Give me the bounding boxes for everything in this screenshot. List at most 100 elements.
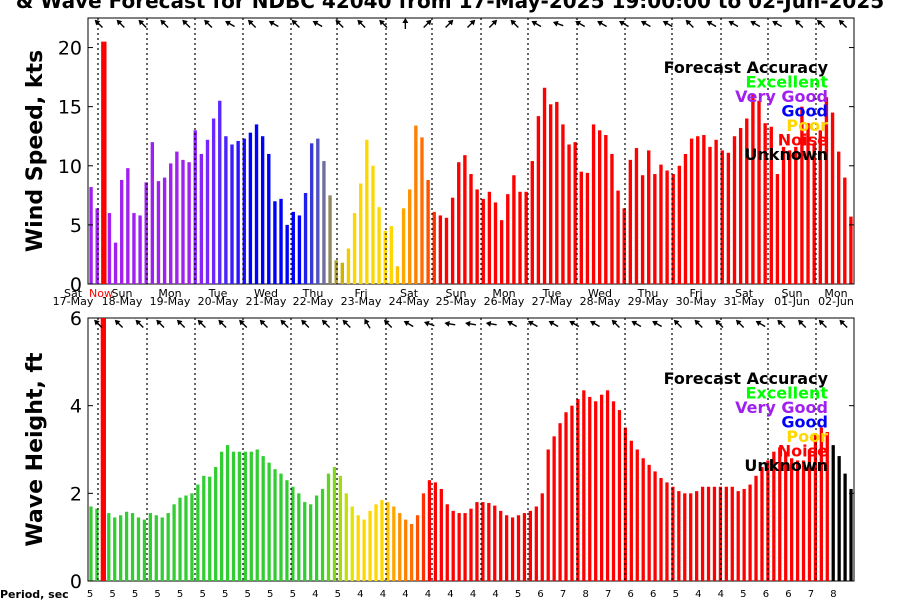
bar: [395, 266, 400, 284]
bar: [745, 118, 749, 284]
bar: [426, 179, 430, 284]
bar: [522, 513, 527, 581]
bar: [475, 189, 479, 284]
bar: [184, 495, 188, 581]
period-value: 4: [470, 589, 476, 600]
bar: [769, 126, 773, 285]
bar: [665, 482, 669, 581]
direction-arrow: [510, 19, 519, 29]
bar: [404, 519, 408, 581]
date-label: 01-Jun: [774, 295, 810, 308]
direction-arrow: [750, 20, 761, 28]
direction-arrow: [839, 319, 848, 329]
period-value: 8: [582, 589, 588, 600]
legend-entry: Good: [781, 413, 828, 432]
bar: [548, 104, 553, 285]
period-value: 4: [718, 589, 724, 600]
bar: [160, 517, 164, 581]
bar: [530, 161, 534, 284]
bar: [806, 123, 810, 285]
direction-arrow: [335, 19, 344, 29]
bar: [273, 469, 277, 581]
bar: [172, 504, 176, 581]
bar: [450, 197, 455, 284]
date-label: 19-May: [150, 295, 191, 308]
bar: [555, 101, 559, 284]
date-label: 21-May: [246, 295, 287, 308]
direction-arrow: [640, 20, 651, 28]
bar: [193, 130, 197, 284]
period-value: 4: [425, 589, 431, 600]
wind-panel: 0 5 10 15 20 Wind Speed, kts Forecast Accuracy…: [23, 17, 855, 308]
bar: [150, 142, 155, 284]
bar: [726, 152, 731, 284]
period-value: 6: [650, 589, 656, 600]
period-value: 5: [740, 589, 746, 600]
bar: [243, 451, 247, 581]
direction-arrow: [575, 20, 586, 28]
direction-arrow: [247, 19, 257, 29]
y-tick-label: 6: [70, 308, 82, 330]
bar: [622, 208, 626, 284]
direction-arrow: [364, 318, 371, 329]
bar: [518, 191, 522, 284]
direction-arrow: [465, 320, 477, 327]
date-label: 02-Jun: [818, 295, 854, 308]
direction-arrow: [755, 320, 766, 328]
bar: [199, 153, 204, 284]
bar: [138, 215, 142, 284]
bar: [254, 124, 259, 285]
y-tick-label: 5: [70, 215, 82, 237]
bar: [763, 123, 767, 285]
bar: [142, 519, 147, 581]
period-value: 4: [380, 589, 386, 600]
direction-arrow: [197, 319, 206, 329]
bar: [628, 159, 633, 284]
bar: [558, 423, 562, 581]
legend-entry: Very Good: [735, 398, 828, 417]
period-value: 4: [312, 589, 318, 600]
y-axis-label: Wave Height, ft: [23, 352, 48, 547]
bar: [432, 211, 436, 284]
period-value: 5: [673, 589, 679, 600]
direction-arrow: [218, 319, 227, 329]
direction-arrow: [423, 19, 432, 29]
day-of-week-label: Sun: [112, 287, 133, 300]
direction-arrow: [838, 19, 848, 29]
bar: [700, 486, 705, 581]
legend-entry: Forecast Accuracy: [664, 58, 829, 77]
legend-entry: Noise: [778, 131, 828, 150]
bar: [202, 475, 206, 581]
wave-panel: 0 2 4 6 Wave Height, ft Forecast AccuracyExce…: [23, 308, 855, 593]
bar: [178, 497, 182, 581]
bar: [647, 150, 651, 284]
direction-arrow: [402, 18, 409, 29]
bar: [267, 153, 271, 284]
bar: [409, 524, 414, 581]
bar: [101, 41, 107, 285]
period-value: 7: [560, 589, 566, 600]
bar: [481, 198, 485, 284]
bar: [451, 510, 455, 581]
bar: [113, 242, 118, 284]
period-value: 5: [177, 589, 183, 600]
bar: [689, 138, 694, 284]
period-value: 5: [222, 589, 228, 600]
bar: [309, 143, 314, 284]
bar: [279, 473, 283, 581]
bar: [588, 396, 592, 581]
bar: [493, 202, 498, 284]
direction-arrow: [590, 320, 600, 328]
date-label: 28-May: [580, 295, 621, 308]
bar: [659, 477, 663, 581]
period-value: 4: [492, 589, 498, 600]
day-of-week-label: Fri: [689, 287, 702, 300]
bar: [702, 135, 706, 284]
bar: [766, 460, 770, 581]
period-value: 5: [132, 589, 138, 600]
bar: [291, 211, 295, 284]
bar: [795, 460, 800, 581]
bar: [113, 517, 117, 581]
direction-arrow: [445, 19, 454, 29]
date-label: 27-May: [532, 295, 573, 308]
